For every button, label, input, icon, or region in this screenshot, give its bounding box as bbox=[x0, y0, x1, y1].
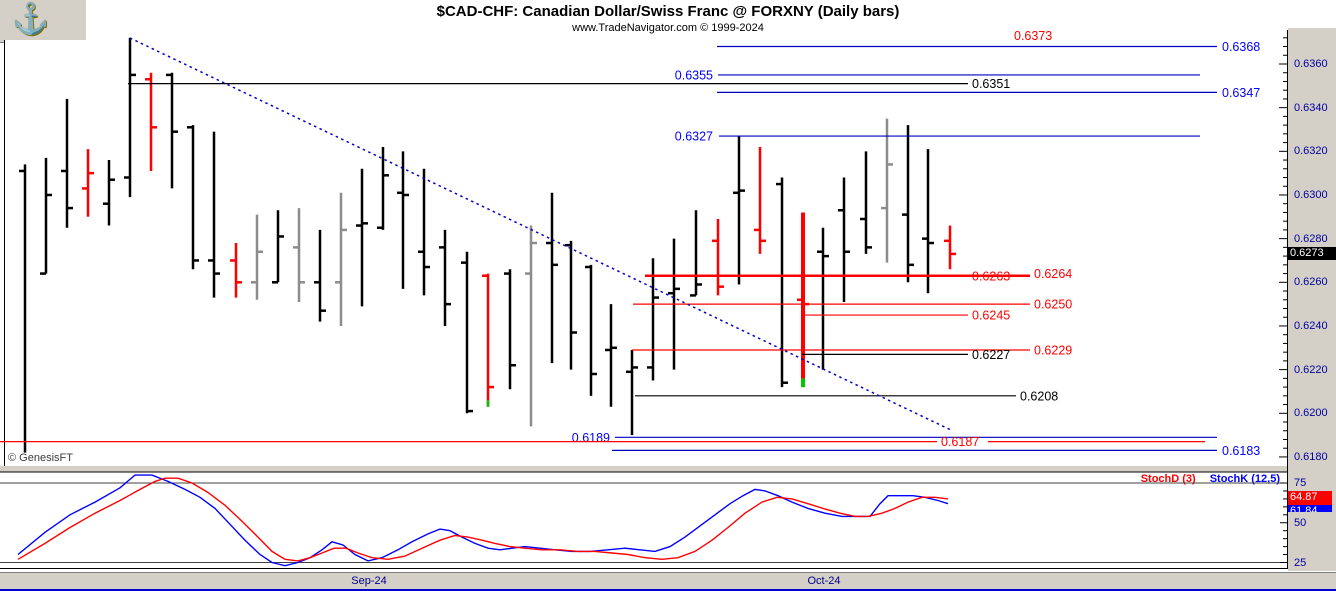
month-label-sep: Sep-24 bbox=[351, 575, 387, 587]
level-label: 0.6264 bbox=[1034, 267, 1072, 281]
app-logo-box: ⚓ bbox=[0, 0, 86, 43]
stochk-legend-label[interactable]: StochK (12,5) bbox=[1209, 473, 1280, 485]
level-label: 0.6347 bbox=[1222, 86, 1260, 100]
bottom-accent-line bbox=[0, 589, 1336, 591]
level-label: 0.6245 bbox=[972, 309, 1010, 323]
anchor-icon: ⚓ bbox=[12, 3, 50, 36]
level-label: 0.6351 bbox=[972, 77, 1010, 91]
chart-title: $CAD-CHF: Canadian Dollar/Swiss Franc @ … bbox=[436, 3, 900, 20]
axis-tick-label: 0.6220 bbox=[1294, 363, 1328, 376]
month-label-oct: Oct-24 bbox=[807, 575, 841, 587]
level-label: 0.6327 bbox=[675, 130, 713, 144]
axis-tick-label: 0.6280 bbox=[1294, 232, 1328, 245]
level-label: 0.6208 bbox=[1020, 389, 1058, 403]
chart-subtitle: www.TradeNavigator.com © 1999-2024 bbox=[572, 22, 764, 34]
level-label: 0.6229 bbox=[1034, 343, 1072, 357]
axis-tick-label: 0.6340 bbox=[1294, 101, 1328, 114]
stochk-value-badge: 61.84 bbox=[1288, 505, 1332, 512]
last-price-badge: 0.6273 bbox=[1288, 247, 1336, 260]
axis-tick-label: 0.6180 bbox=[1294, 450, 1328, 463]
stoch-curve bbox=[17, 474, 949, 567]
stochastic-chart-surface[interactable] bbox=[0, 472, 1288, 569]
axis-tick-label: 25 bbox=[1294, 556, 1307, 569]
indicator-legend: StochD (3) StochK (12,5) bbox=[1095, 473, 1280, 485]
stochd-legend-label[interactable]: StochD (3) bbox=[1140, 473, 1196, 485]
axis-tick-label: 50 bbox=[1294, 516, 1307, 529]
axis-tick-label: 0.6360 bbox=[1294, 58, 1328, 70]
stochd-value-badge: 64.87 bbox=[1288, 491, 1332, 505]
level-label: 0.6250 bbox=[1034, 298, 1072, 312]
axis-tick-label: 0.6200 bbox=[1294, 407, 1328, 420]
downtrend-line bbox=[129, 37, 954, 432]
level-label: 0.6187 bbox=[941, 435, 979, 449]
level-label: 0.6373 bbox=[1014, 29, 1052, 43]
axis-tick-label: 0.6300 bbox=[1294, 188, 1328, 201]
level-label: 0.6263 bbox=[972, 269, 1010, 283]
level-label: 0.6189 bbox=[572, 431, 610, 445]
price-axis-gutter bbox=[1288, 28, 1336, 571]
price-chart-surface[interactable] bbox=[4, 40, 1288, 466]
time-axis[interactable]: Sep-24 Oct-24 bbox=[0, 572, 1336, 590]
axis-tick-label: 0.6240 bbox=[1294, 319, 1328, 332]
axis-tick-label: 0.6260 bbox=[1294, 276, 1328, 289]
genesisft-watermark: © GenesisFT bbox=[8, 452, 73, 464]
axis-tick-label: 75 bbox=[1294, 477, 1307, 489]
axis-tick-label: 0.6320 bbox=[1294, 145, 1328, 158]
level-label: 0.6183 bbox=[1222, 444, 1260, 458]
level-label: 0.6368 bbox=[1222, 40, 1260, 54]
stoch-curve bbox=[17, 477, 949, 562]
level-label: 0.6227 bbox=[972, 348, 1010, 362]
level-label: 0.6355 bbox=[675, 68, 713, 82]
